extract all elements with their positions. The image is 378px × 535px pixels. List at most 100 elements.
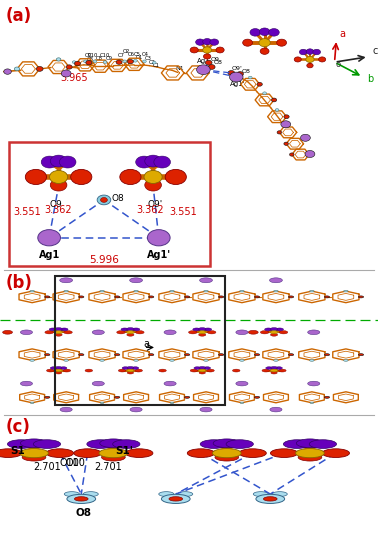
Circle shape	[189, 331, 197, 334]
Circle shape	[154, 156, 170, 168]
Text: (c): (c)	[6, 418, 31, 435]
Text: O9': O9'	[232, 66, 243, 71]
Circle shape	[269, 28, 279, 36]
Circle shape	[64, 331, 72, 334]
Circle shape	[123, 60, 127, 63]
Circle shape	[257, 82, 262, 86]
Circle shape	[274, 291, 278, 292]
Circle shape	[248, 76, 252, 79]
Circle shape	[298, 454, 322, 461]
Text: c: c	[372, 46, 378, 56]
Circle shape	[136, 331, 144, 334]
Circle shape	[203, 54, 211, 59]
Circle shape	[324, 296, 330, 298]
Circle shape	[30, 360, 34, 361]
Circle shape	[250, 28, 260, 36]
Circle shape	[50, 367, 57, 369]
Circle shape	[100, 291, 104, 292]
Circle shape	[14, 67, 20, 71]
Text: 3.551: 3.551	[169, 207, 197, 217]
Circle shape	[132, 328, 140, 331]
Text: (b): (b)	[6, 274, 33, 292]
Circle shape	[161, 494, 190, 503]
Circle shape	[147, 230, 170, 246]
Circle shape	[199, 372, 205, 374]
Circle shape	[200, 407, 212, 412]
Circle shape	[306, 57, 314, 63]
Circle shape	[20, 448, 48, 458]
Circle shape	[60, 407, 72, 412]
Circle shape	[149, 296, 154, 298]
Circle shape	[216, 47, 224, 53]
Circle shape	[66, 65, 72, 69]
Circle shape	[56, 372, 62, 374]
Circle shape	[226, 440, 253, 448]
Circle shape	[215, 454, 239, 461]
Circle shape	[115, 354, 120, 356]
Circle shape	[266, 367, 273, 369]
Circle shape	[240, 291, 244, 292]
Circle shape	[100, 402, 104, 403]
Circle shape	[308, 330, 320, 334]
Text: S1': S1'	[115, 446, 133, 456]
Circle shape	[236, 381, 248, 386]
Circle shape	[259, 28, 270, 35]
Circle shape	[102, 454, 125, 461]
Circle shape	[159, 492, 174, 496]
Circle shape	[199, 333, 206, 336]
Text: N1: N1	[176, 66, 184, 71]
Circle shape	[60, 278, 73, 282]
Circle shape	[60, 367, 67, 369]
Circle shape	[115, 296, 120, 298]
Text: C1: C1	[153, 63, 160, 68]
Circle shape	[136, 156, 152, 168]
Circle shape	[275, 109, 279, 111]
Circle shape	[159, 369, 166, 372]
Text: C5: C5	[134, 51, 141, 57]
Circle shape	[20, 330, 33, 334]
Circle shape	[130, 278, 143, 282]
Circle shape	[20, 439, 48, 448]
Circle shape	[118, 369, 126, 372]
Text: C8: C8	[96, 56, 103, 62]
Text: C8: C8	[87, 57, 94, 62]
Circle shape	[92, 381, 104, 386]
Circle shape	[279, 369, 286, 372]
Circle shape	[270, 331, 278, 334]
Circle shape	[8, 440, 35, 448]
Circle shape	[127, 366, 134, 369]
Circle shape	[127, 369, 134, 372]
Circle shape	[60, 328, 68, 331]
Circle shape	[184, 396, 190, 398]
Text: 2.701: 2.701	[94, 462, 122, 472]
Circle shape	[260, 331, 269, 334]
Circle shape	[322, 449, 349, 457]
Circle shape	[79, 296, 84, 298]
Circle shape	[117, 331, 125, 334]
Circle shape	[72, 61, 76, 64]
Text: 2.701: 2.701	[33, 462, 61, 472]
Circle shape	[64, 360, 68, 361]
Circle shape	[22, 454, 46, 461]
Circle shape	[103, 61, 107, 64]
Circle shape	[45, 354, 50, 356]
Circle shape	[33, 440, 60, 448]
Circle shape	[134, 291, 138, 292]
Circle shape	[344, 360, 348, 361]
Text: O9: O9	[211, 57, 220, 62]
Circle shape	[319, 57, 326, 62]
Circle shape	[262, 369, 270, 372]
Circle shape	[169, 496, 183, 501]
Circle shape	[308, 381, 320, 386]
Circle shape	[270, 407, 282, 412]
Circle shape	[260, 48, 269, 55]
Text: Ag1': Ag1'	[147, 250, 171, 260]
Circle shape	[305, 150, 315, 157]
Circle shape	[36, 66, 43, 71]
Text: O1: O1	[136, 55, 144, 60]
Text: C4: C4	[142, 52, 149, 57]
Circle shape	[127, 372, 133, 374]
Text: O8: O8	[75, 508, 91, 518]
Circle shape	[200, 278, 212, 282]
Circle shape	[296, 439, 324, 448]
